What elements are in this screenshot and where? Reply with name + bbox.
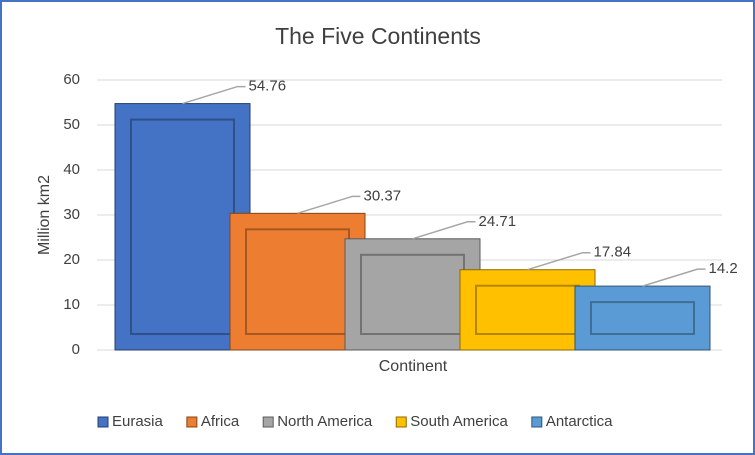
legend-label: Antarctica <box>546 413 613 430</box>
bar-body <box>114 103 251 351</box>
bar-body <box>574 285 711 351</box>
bar-bevel <box>590 301 695 336</box>
leader-line <box>182 85 246 105</box>
data-label: 14.2 <box>709 260 738 277</box>
y-tick-label: 50 <box>63 116 80 133</box>
legend-marker <box>97 416 109 428</box>
leader-line <box>642 268 706 287</box>
y-tick-label: 60 <box>63 71 80 88</box>
y-tick-label: 40 <box>63 161 80 178</box>
legend-label: South America <box>410 413 508 430</box>
y-tick-label: 0 <box>72 341 80 358</box>
bar <box>114 103 251 351</box>
legend-label: Africa <box>201 413 240 430</box>
y-tick-label: 10 <box>63 296 80 313</box>
data-label: 54.76 <box>249 78 287 95</box>
data-label: 30.37 <box>364 187 402 204</box>
bar-body <box>344 238 481 351</box>
leader-line <box>527 251 591 271</box>
data-label: 24.71 <box>479 213 517 230</box>
legend-marker <box>531 416 543 428</box>
legend-marker <box>262 416 274 428</box>
legend-marker <box>395 416 407 428</box>
bar <box>574 285 711 351</box>
data-label: 17.84 <box>594 244 632 261</box>
chart-title: The Five Continents <box>275 23 481 49</box>
y-tick-label: 30 <box>63 206 80 223</box>
leader-line <box>412 221 476 240</box>
y-tick-label: 20 <box>63 251 80 268</box>
legend-label: North America <box>277 413 373 430</box>
legend-marker <box>186 416 198 428</box>
bar <box>344 238 481 351</box>
x-axis-title: Continent <box>379 358 448 375</box>
y-axis-title: Million km2 <box>36 175 53 255</box>
legend-label: Eurasia <box>112 413 164 430</box>
leader-line <box>297 195 361 215</box>
